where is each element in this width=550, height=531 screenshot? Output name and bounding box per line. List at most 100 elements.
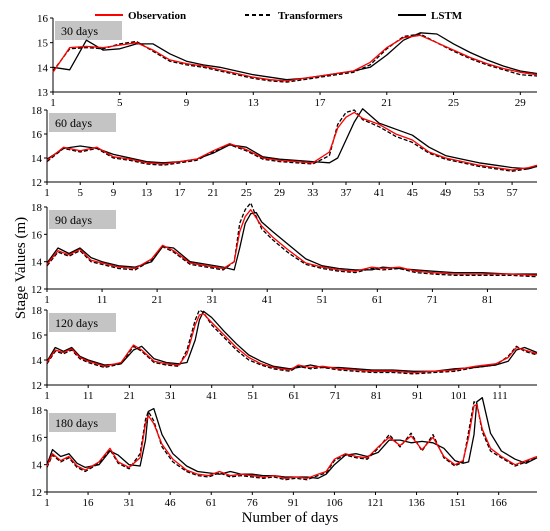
panel-label-box bbox=[49, 210, 116, 229]
panel-label: 90 days bbox=[49, 210, 116, 229]
x-tick-label: 11 bbox=[83, 390, 94, 402]
x-tick-label: 121 bbox=[367, 497, 384, 509]
y-tick-label: 14 bbox=[31, 355, 43, 367]
panel-60-days: 12 14 16 18 1 5 9 13 17 21 25 29 33 37 41 45 49 53 57 60 da… bbox=[31, 105, 538, 199]
x-tick-label: 31 bbox=[165, 390, 176, 402]
x-tick-label: 31 bbox=[124, 497, 135, 509]
y-tick-label: 16 bbox=[37, 13, 49, 25]
y-tick-label: 14 bbox=[31, 153, 43, 165]
x-tick-label: 45 bbox=[407, 187, 419, 199]
series-line-transformers bbox=[46, 109, 538, 172]
x-tick-label: 101 bbox=[451, 390, 468, 402]
x-tick-label: 21 bbox=[208, 187, 219, 199]
series-line-lstm bbox=[52, 32, 538, 81]
x-tick-label: 151 bbox=[449, 497, 466, 509]
y-tick-label: 18 bbox=[31, 305, 43, 317]
legend-item-observation: Observation bbox=[95, 10, 186, 22]
x-tick-label: 166 bbox=[490, 497, 507, 509]
x-tick-label: 61 bbox=[206, 497, 217, 509]
y-axis-label: Stage Values (m) bbox=[13, 217, 29, 319]
y-tick-label: 15 bbox=[37, 38, 49, 50]
panel-label-box bbox=[49, 413, 116, 432]
x-tick-label: 81 bbox=[482, 294, 493, 306]
x-tick-label: 81 bbox=[371, 390, 382, 402]
x-tick-label: 51 bbox=[317, 294, 328, 306]
y-tick-label: 18 bbox=[31, 202, 43, 214]
series-line-transformers bbox=[52, 33, 538, 83]
x-tick-label: 91 bbox=[412, 390, 423, 402]
panel-label-box bbox=[49, 113, 116, 132]
y-tick-label: 16 bbox=[31, 229, 43, 241]
y-tick-label: 16 bbox=[31, 129, 43, 141]
series-line-lstm bbox=[46, 211, 537, 275]
x-tick-label: 76 bbox=[247, 497, 259, 509]
x-tick-label: 5 bbox=[77, 187, 83, 199]
legend-item-transformers: Transformers bbox=[245, 10, 343, 22]
y-tick-label: 14 bbox=[31, 257, 43, 269]
legend: Observation Transformers LSTM bbox=[95, 10, 463, 22]
x-tick-label: 41 bbox=[262, 294, 273, 306]
x-tick-label: 106 bbox=[326, 497, 343, 509]
x-tick-label: 51 bbox=[247, 390, 258, 402]
x-tick-label: 21 bbox=[124, 390, 135, 402]
panel-label: 30 days bbox=[55, 21, 122, 40]
series-line-observation bbox=[46, 403, 538, 479]
panel-label-box bbox=[49, 313, 116, 332]
x-tick-label: 61 bbox=[372, 294, 383, 306]
panel-label-text: 90 days bbox=[55, 213, 92, 227]
x-tick-label: 53 bbox=[473, 187, 485, 199]
x-tick-label: 57 bbox=[507, 187, 519, 199]
x-tick-label: 1 bbox=[44, 294, 50, 306]
x-tick-label: 91 bbox=[288, 497, 299, 509]
series-line-observation bbox=[52, 34, 538, 82]
x-axis-label: Number of days bbox=[242, 510, 339, 526]
y-tick-label: 12 bbox=[31, 177, 42, 189]
x-tick-label: 111 bbox=[492, 390, 508, 402]
x-tick-label: 9 bbox=[111, 187, 117, 199]
x-tick-label: 13 bbox=[141, 187, 153, 199]
series-line-observation bbox=[46, 209, 538, 276]
x-tick-label: 136 bbox=[408, 497, 425, 509]
legend-label: LSTM bbox=[431, 10, 463, 22]
series-line-observation bbox=[46, 313, 538, 374]
panel-label-text: 60 days bbox=[55, 116, 92, 130]
x-tick-label: 1 bbox=[44, 390, 50, 402]
x-tick-label: 41 bbox=[374, 187, 385, 199]
x-tick-label: 25 bbox=[241, 187, 253, 199]
x-tick-label: 25 bbox=[448, 97, 460, 109]
y-tick-label: 18 bbox=[31, 405, 43, 417]
panel-label: 60 days bbox=[49, 113, 116, 132]
x-tick-label: 31 bbox=[207, 294, 218, 306]
legend-item-lstm: LSTM bbox=[398, 10, 463, 22]
x-tick-label: 17 bbox=[174, 187, 186, 199]
series-line-lstm bbox=[46, 108, 538, 170]
legend-label: Observation bbox=[128, 10, 186, 22]
y-tick-label: 12 bbox=[31, 487, 42, 499]
y-tick-label: 14 bbox=[31, 460, 43, 472]
x-tick-label: 1 bbox=[50, 97, 56, 109]
x-tick-label: 61 bbox=[289, 390, 300, 402]
x-tick-label: 13 bbox=[248, 97, 260, 109]
x-tick-label: 37 bbox=[340, 187, 352, 199]
y-tick-label: 12 bbox=[31, 284, 42, 296]
series-line-transformers bbox=[46, 309, 538, 375]
x-tick-label: 1 bbox=[44, 497, 50, 509]
panel-label-text: 180 days bbox=[55, 416, 98, 430]
x-tick-label: 21 bbox=[381, 97, 392, 109]
x-tick-label: 71 bbox=[427, 294, 438, 306]
panel-label-box bbox=[55, 21, 122, 40]
x-tick-label: 11 bbox=[97, 294, 108, 306]
legend-label: Transformers bbox=[278, 10, 343, 22]
series-line-lstm bbox=[46, 397, 538, 479]
x-tick-label: 17 bbox=[315, 97, 327, 109]
y-tick-label: 16 bbox=[31, 330, 43, 342]
x-tick-label: 16 bbox=[83, 497, 95, 509]
series-line-transformers bbox=[46, 202, 538, 278]
x-tick-label: 29 bbox=[274, 187, 286, 199]
x-tick-label: 5 bbox=[117, 97, 123, 109]
series-line-transformers bbox=[46, 401, 538, 481]
